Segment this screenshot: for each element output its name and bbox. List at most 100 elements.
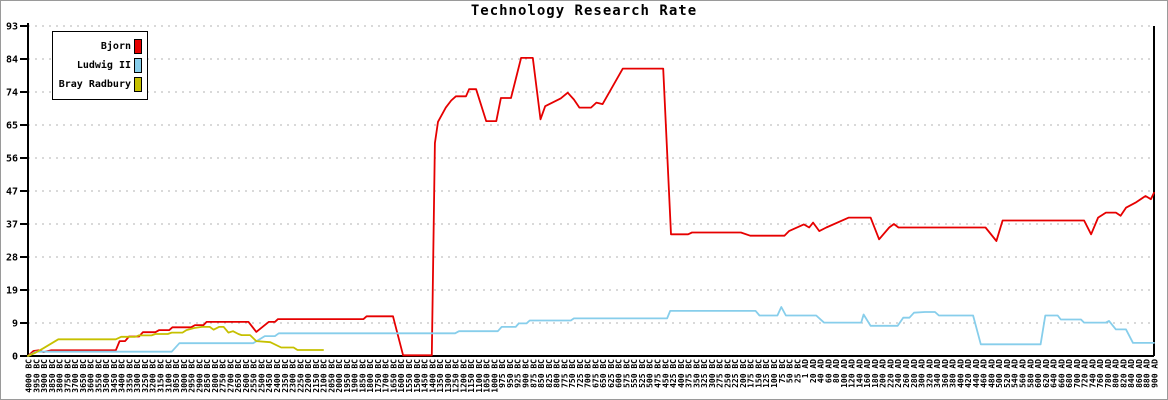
svg-text:600 AD: 600 AD — [1034, 359, 1043, 388]
legend-row-bray-radbury: Bray Radbury — [57, 75, 142, 94]
svg-text:4000 BC: 4000 BC — [25, 359, 34, 393]
svg-text:700 AD: 700 AD — [1073, 359, 1082, 388]
svg-text:3150 BC: 3150 BC — [157, 359, 166, 393]
svg-text:640 AD: 640 AD — [1050, 359, 1059, 388]
svg-text:2800 BC: 2800 BC — [211, 359, 220, 393]
svg-text:220 AD: 220 AD — [887, 359, 896, 388]
svg-text:9: 9 — [12, 319, 18, 330]
svg-text:3650 BC: 3650 BC — [79, 359, 88, 393]
svg-text:525 BC: 525 BC — [638, 359, 647, 388]
series-line-ludwig-ii — [27, 306, 1155, 357]
legend-row-bjorn: Bjorn — [57, 37, 142, 56]
svg-text:2550 BC: 2550 BC — [250, 359, 259, 393]
svg-text:1000 BC: 1000 BC — [490, 359, 499, 393]
svg-text:2450 BC: 2450 BC — [265, 359, 274, 393]
svg-text:2900 BC: 2900 BC — [195, 359, 204, 393]
svg-text:800 AD: 800 AD — [1112, 359, 1121, 388]
svg-text:420 AD: 420 AD — [964, 359, 973, 388]
svg-text:3500 BC: 3500 BC — [102, 359, 111, 393]
svg-text:2500 BC: 2500 BC — [258, 359, 267, 393]
svg-text:3100 BC: 3100 BC — [164, 359, 173, 393]
svg-text:3250 BC: 3250 BC — [141, 359, 150, 393]
svg-text:28: 28 — [6, 253, 18, 264]
svg-text:700 BC: 700 BC — [584, 359, 593, 388]
svg-text:1750 BC: 1750 BC — [374, 359, 383, 393]
svg-text:400 BC: 400 BC — [677, 359, 686, 388]
legend-label-bjorn: Bjorn — [100, 41, 131, 52]
svg-text:680 AD: 680 AD — [1065, 359, 1074, 388]
svg-text:93: 93 — [6, 22, 18, 33]
legend-box: Bjorn Ludwig II Bray Radbury — [52, 31, 148, 100]
svg-text:2150 BC: 2150 BC — [312, 359, 321, 393]
legend-label-ludwig-ii: Ludwig II — [76, 60, 131, 71]
svg-text:3800 BC: 3800 BC — [56, 359, 65, 393]
svg-text:900 BC: 900 BC — [522, 359, 531, 388]
svg-text:3600 BC: 3600 BC — [87, 359, 96, 393]
svg-text:2000 BC: 2000 BC — [335, 359, 344, 393]
svg-text:1300 BC: 1300 BC — [444, 359, 453, 393]
svg-text:675 BC: 675 BC — [591, 359, 600, 388]
svg-text:1950 BC: 1950 BC — [343, 359, 352, 393]
svg-text:60 AD: 60 AD — [824, 359, 833, 383]
svg-text:2950 BC: 2950 BC — [188, 359, 197, 393]
svg-text:950 BC: 950 BC — [506, 359, 515, 388]
svg-text:50 BC: 50 BC — [786, 359, 795, 383]
legend-row-ludwig-ii: Ludwig II — [57, 56, 142, 75]
svg-text:600 BC: 600 BC — [615, 359, 624, 388]
svg-text:720 AD: 720 AD — [1081, 359, 1090, 388]
svg-text:160 AD: 160 AD — [863, 359, 872, 388]
svg-text:3050 BC: 3050 BC — [172, 359, 181, 393]
svg-text:660 AD: 660 AD — [1057, 359, 1066, 388]
svg-text:1350 BC: 1350 BC — [436, 359, 445, 393]
svg-text:180 AD: 180 AD — [871, 359, 880, 388]
svg-text:75 BC: 75 BC — [778, 359, 787, 383]
svg-text:84: 84 — [6, 55, 18, 66]
svg-text:800 BC: 800 BC — [553, 359, 562, 388]
svg-text:2650 BC: 2650 BC — [234, 359, 243, 393]
legend-swatch-ludwig-ii — [134, 58, 142, 73]
svg-text:450 BC: 450 BC — [661, 359, 670, 388]
svg-text:200 BC: 200 BC — [739, 359, 748, 388]
svg-text:100 AD: 100 AD — [840, 359, 849, 388]
svg-text:140 AD: 140 AD — [855, 359, 864, 388]
svg-text:820 AD: 820 AD — [1119, 359, 1128, 388]
svg-text:2600 BC: 2600 BC — [242, 359, 251, 393]
svg-text:350 BC: 350 BC — [692, 359, 701, 388]
svg-text:825 BC: 825 BC — [545, 359, 554, 388]
svg-text:340 AD: 340 AD — [933, 359, 942, 388]
svg-text:320 AD: 320 AD — [925, 359, 934, 388]
svg-text:725 BC: 725 BC — [576, 359, 585, 388]
svg-text:1150 BC: 1150 BC — [467, 359, 476, 393]
svg-text:1550 BC: 1550 BC — [405, 359, 414, 393]
svg-text:3300 BC: 3300 BC — [133, 359, 142, 393]
svg-text:260 AD: 260 AD — [902, 359, 911, 388]
svg-text:47: 47 — [6, 187, 18, 198]
svg-text:850 BC: 850 BC — [537, 359, 546, 388]
svg-text:275 BC: 275 BC — [716, 359, 725, 388]
svg-text:2300 BC: 2300 BC — [289, 359, 298, 393]
svg-text:840 AD: 840 AD — [1127, 359, 1136, 388]
svg-text:2050 BC: 2050 BC — [327, 359, 336, 393]
svg-text:80 AD: 80 AD — [832, 359, 841, 383]
svg-text:500 BC: 500 BC — [646, 359, 655, 388]
svg-text:1850 BC: 1850 BC — [358, 359, 367, 393]
svg-text:620 AD: 620 AD — [1042, 359, 1051, 388]
svg-text:3400 BC: 3400 BC — [118, 359, 127, 393]
svg-text:375 BC: 375 BC — [685, 359, 694, 388]
svg-text:3700 BC: 3700 BC — [71, 359, 80, 393]
svg-text:480 AD: 480 AD — [987, 359, 996, 388]
svg-text:1650 BC: 1650 BC — [390, 359, 399, 393]
svg-text:300 BC: 300 BC — [708, 359, 717, 388]
svg-text:975 BC: 975 BC — [498, 359, 507, 388]
axes — [24, 23, 1155, 357]
svg-text:475 BC: 475 BC — [654, 359, 663, 388]
svg-text:0: 0 — [12, 352, 18, 363]
svg-text:3950 BC: 3950 BC — [32, 359, 41, 393]
svg-text:120 AD: 120 AD — [848, 359, 857, 388]
svg-text:580 AD: 580 AD — [1026, 359, 1035, 388]
svg-text:2250 BC: 2250 BC — [296, 359, 305, 393]
svg-text:200 AD: 200 AD — [879, 359, 888, 388]
svg-text:425 BC: 425 BC — [669, 359, 678, 388]
